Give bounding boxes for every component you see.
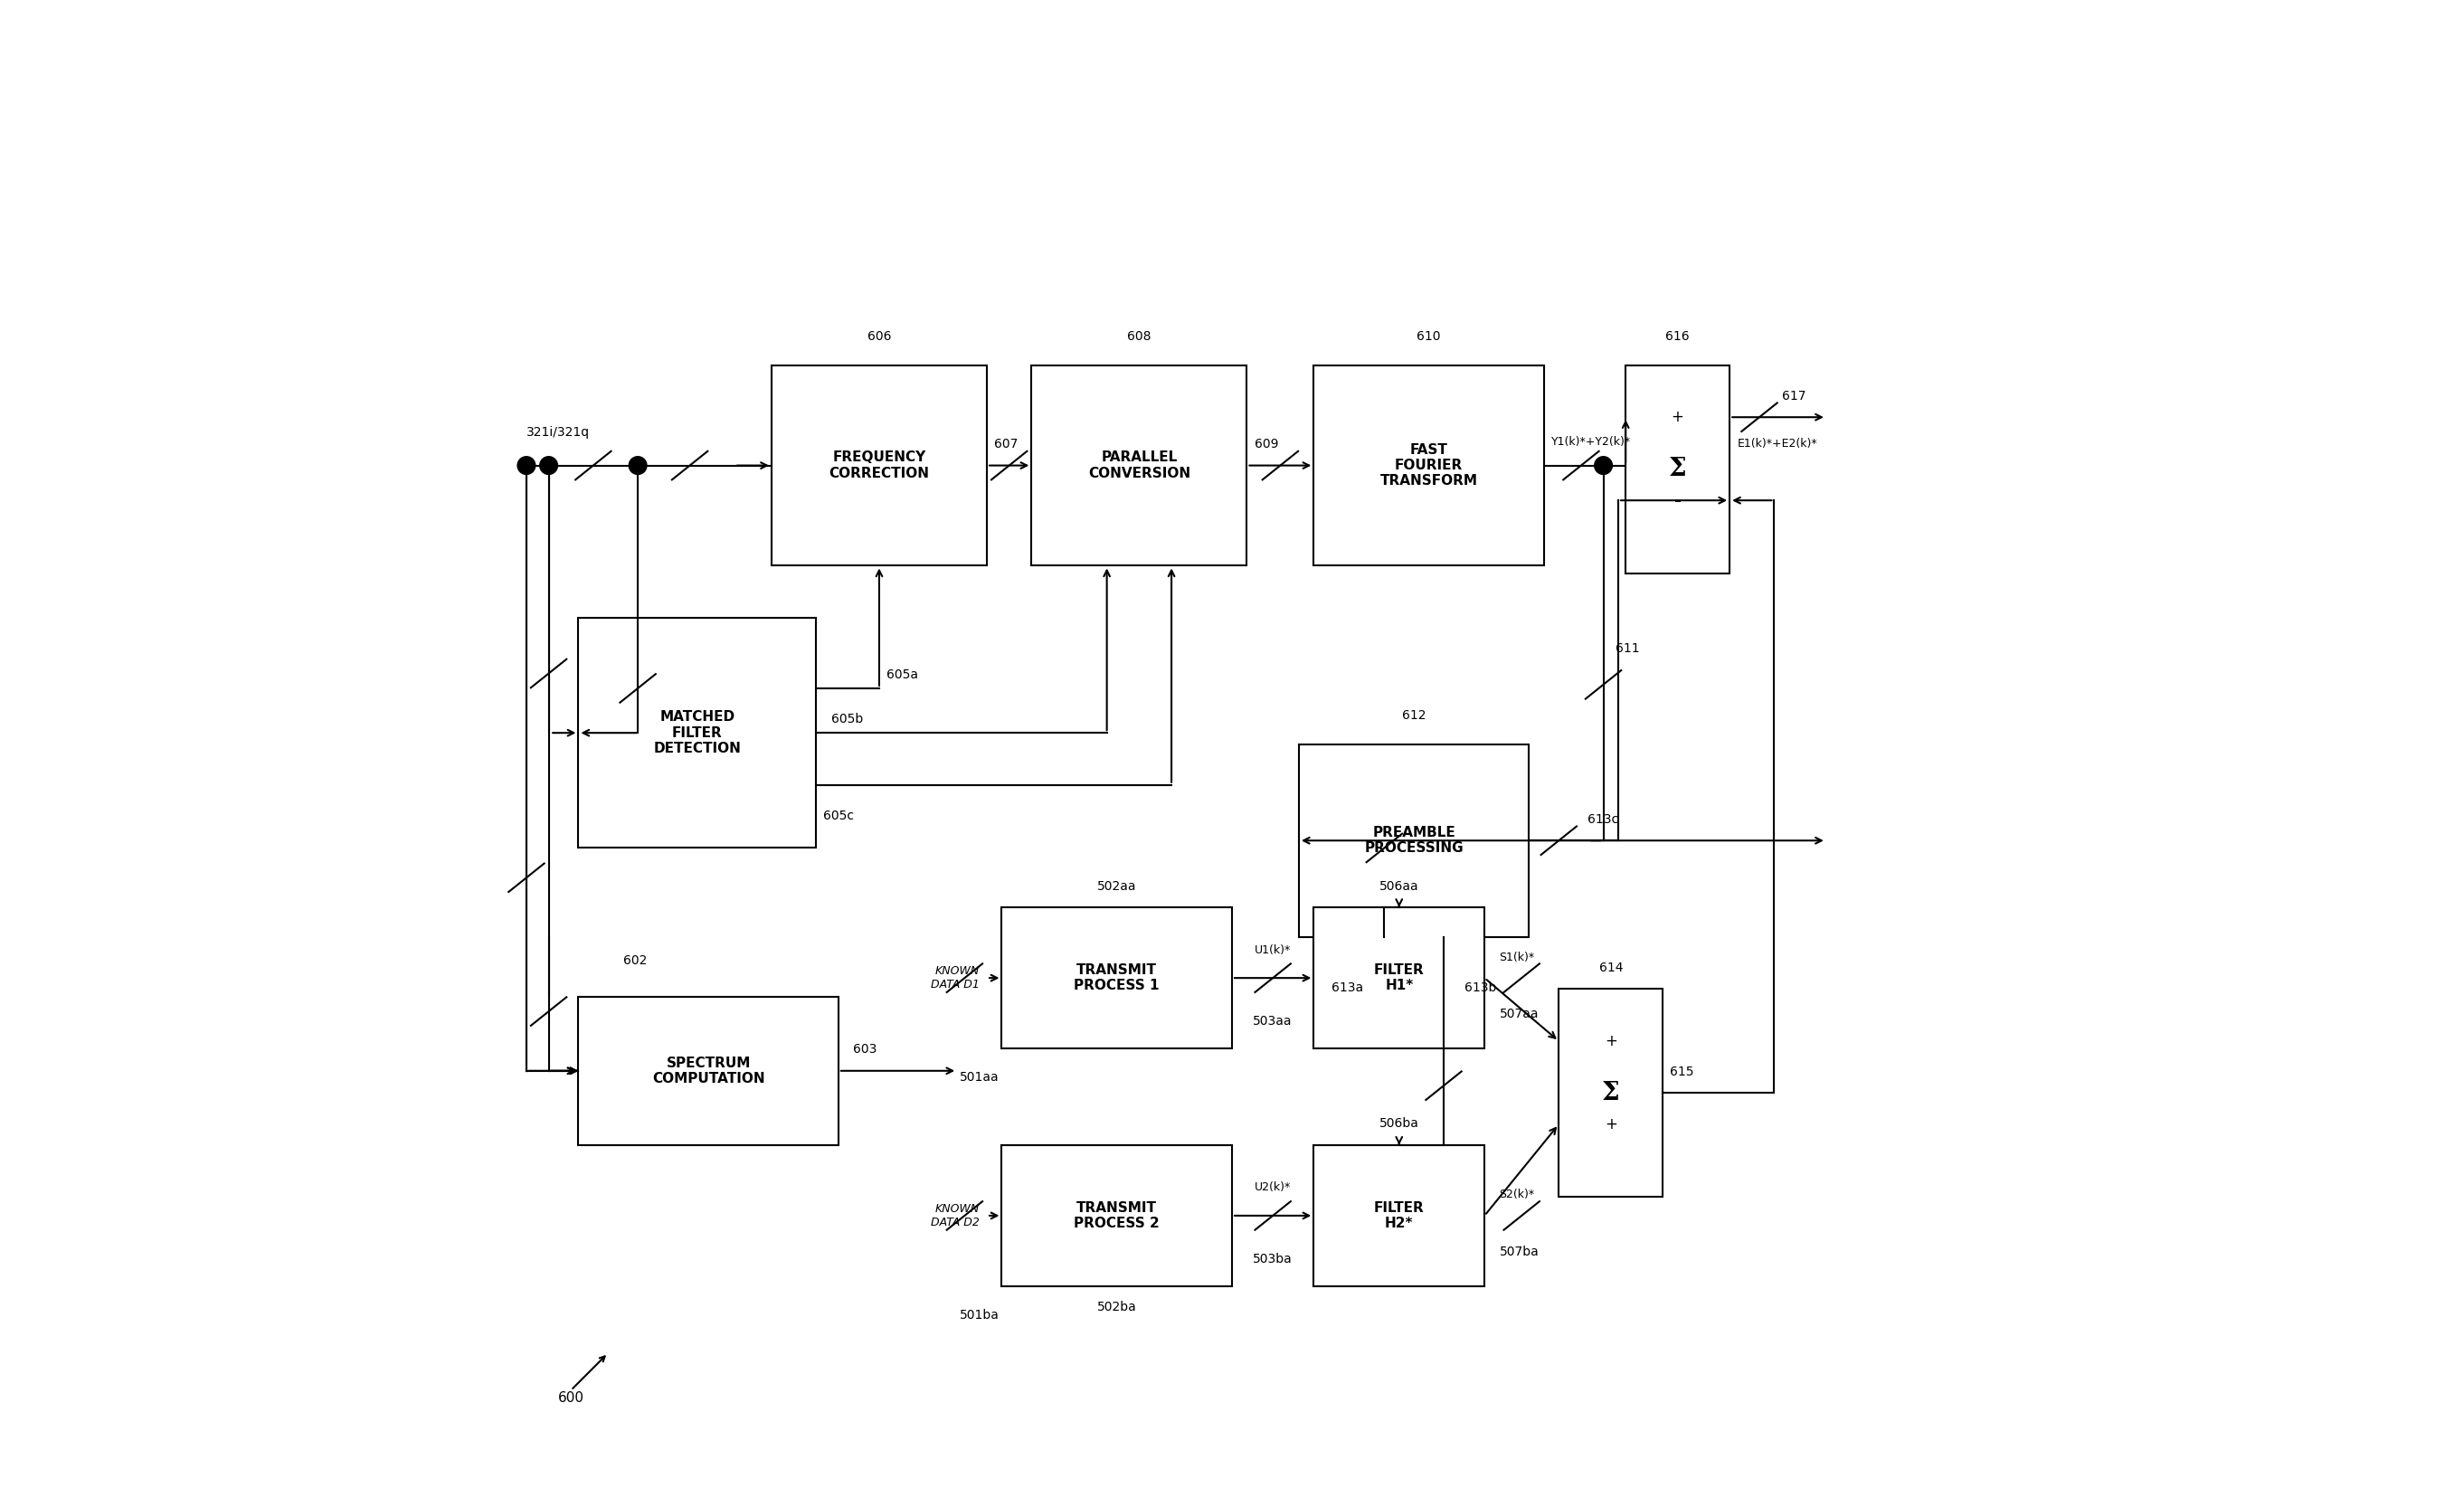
Text: 506ba: 506ba <box>1380 1117 1419 1131</box>
Text: 609: 609 <box>1254 437 1279 451</box>
Text: 501aa: 501aa <box>961 1071 1000 1083</box>
Text: Σ: Σ <box>1668 457 1685 482</box>
Text: 610: 610 <box>1417 330 1441 342</box>
Text: 605c: 605c <box>823 809 855 821</box>
Text: 602: 602 <box>623 954 648 967</box>
Text: 507ba: 507ba <box>1501 1245 1540 1257</box>
FancyBboxPatch shape <box>1313 908 1483 1049</box>
Text: FAST
FOURIER
TRANSFORM: FAST FOURIER TRANSFORM <box>1380 443 1478 488</box>
Text: 502ba: 502ba <box>1096 1301 1136 1314</box>
Circle shape <box>628 457 646 475</box>
Text: S2(k)*: S2(k)* <box>1501 1189 1535 1201</box>
Text: 506aa: 506aa <box>1380 879 1419 893</box>
FancyBboxPatch shape <box>1003 908 1232 1049</box>
Text: KNOWN
DATA D1: KNOWN DATA D1 <box>931 966 981 991</box>
Text: 600: 600 <box>557 1391 584 1405</box>
Text: 606: 606 <box>867 330 892 342</box>
FancyBboxPatch shape <box>1560 990 1663 1196</box>
Text: 608: 608 <box>1126 330 1151 342</box>
Text: 614: 614 <box>1599 961 1624 975</box>
Text: 603: 603 <box>853 1043 877 1056</box>
Text: PARALLEL
CONVERSION: PARALLEL CONVERSION <box>1089 451 1190 481</box>
Text: 613a: 613a <box>1331 982 1363 994</box>
Text: FILTER
H2*: FILTER H2* <box>1375 1201 1424 1231</box>
Text: FREQUENCY
CORRECTION: FREQUENCY CORRECTION <box>828 451 929 481</box>
Circle shape <box>540 457 557 475</box>
Text: PREAMBLE
PROCESSING: PREAMBLE PROCESSING <box>1365 826 1464 856</box>
Text: +: + <box>1604 1033 1616 1049</box>
FancyBboxPatch shape <box>579 618 816 848</box>
FancyBboxPatch shape <box>1032 365 1247 565</box>
Circle shape <box>1594 457 1611 475</box>
Text: 611: 611 <box>1616 643 1639 655</box>
Text: KNOWN
DATA D2: KNOWN DATA D2 <box>931 1202 981 1228</box>
Text: Σ: Σ <box>1602 1080 1619 1106</box>
Text: 605b: 605b <box>830 713 862 726</box>
FancyBboxPatch shape <box>1003 1146 1232 1286</box>
Text: TRANSMIT
PROCESS 2: TRANSMIT PROCESS 2 <box>1074 1201 1161 1231</box>
Text: 507aa: 507aa <box>1501 1007 1538 1021</box>
Text: 501ba: 501ba <box>958 1308 1000 1321</box>
Text: 617: 617 <box>1781 390 1806 402</box>
FancyBboxPatch shape <box>771 365 988 565</box>
FancyBboxPatch shape <box>1626 365 1730 573</box>
Text: -: - <box>1673 493 1680 509</box>
FancyBboxPatch shape <box>1313 365 1545 565</box>
Text: 503ba: 503ba <box>1254 1253 1294 1265</box>
Text: 616: 616 <box>1666 330 1690 342</box>
Text: 612: 612 <box>1402 710 1427 722</box>
FancyBboxPatch shape <box>1313 1146 1483 1286</box>
Text: MATCHED
FILTER
DETECTION: MATCHED FILTER DETECTION <box>653 710 742 756</box>
Text: TRANSMIT
PROCESS 1: TRANSMIT PROCESS 1 <box>1074 963 1161 992</box>
Text: 607: 607 <box>995 437 1018 451</box>
Text: FILTER
H1*: FILTER H1* <box>1375 963 1424 992</box>
Text: 613c: 613c <box>1587 812 1619 826</box>
Text: SPECTRUM
COMPUTATION: SPECTRUM COMPUTATION <box>653 1056 764 1085</box>
Text: 321i/321q: 321i/321q <box>527 426 589 439</box>
Text: +: + <box>1671 409 1683 426</box>
Text: 613b: 613b <box>1464 982 1496 994</box>
FancyBboxPatch shape <box>579 997 838 1146</box>
Text: S1(k)*: S1(k)* <box>1501 951 1535 963</box>
Text: E1(k)*+E2(k)*: E1(k)*+E2(k)* <box>1737 437 1818 449</box>
Text: 503aa: 503aa <box>1254 1015 1294 1028</box>
FancyBboxPatch shape <box>1299 744 1530 937</box>
Text: U2(k)*: U2(k)* <box>1254 1181 1291 1193</box>
Text: U1(k)*: U1(k)* <box>1254 943 1291 955</box>
Text: 605a: 605a <box>887 668 919 682</box>
Circle shape <box>517 457 535 475</box>
Text: 502aa: 502aa <box>1096 879 1136 893</box>
Text: 615: 615 <box>1671 1065 1695 1079</box>
Text: +: + <box>1604 1116 1616 1132</box>
Text: Y1(k)*+Y2(k)*: Y1(k)*+Y2(k)* <box>1552 436 1631 448</box>
